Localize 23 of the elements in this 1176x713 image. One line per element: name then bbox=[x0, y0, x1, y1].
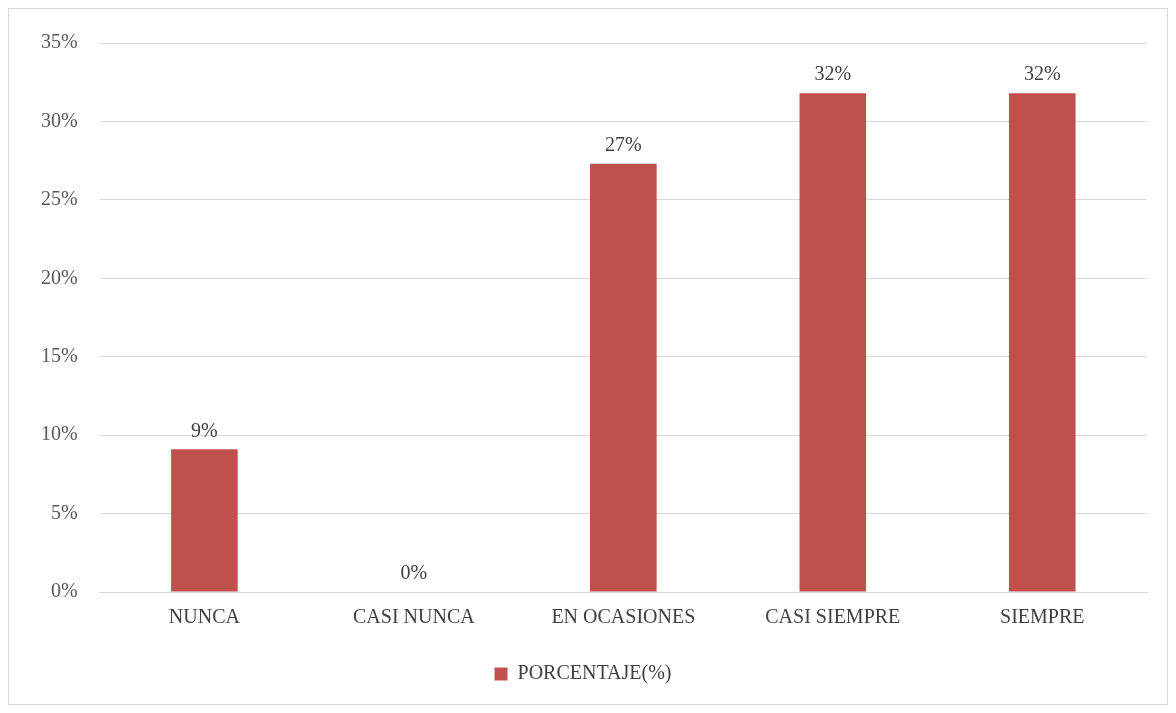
y-tick-label: 5% bbox=[50, 500, 78, 523]
x-tick-label: CASI NUNCA bbox=[353, 605, 476, 628]
y-tick-label: 20% bbox=[40, 265, 78, 288]
y-tick-label: 35% bbox=[40, 30, 78, 53]
y-tick-label: 25% bbox=[40, 187, 78, 210]
data-label: 27% bbox=[604, 133, 642, 156]
data-label: 9% bbox=[191, 418, 218, 441]
bar bbox=[171, 449, 238, 592]
data-label: 32% bbox=[814, 62, 852, 85]
y-tick-label: 30% bbox=[40, 108, 78, 131]
y-tick-label: 15% bbox=[40, 343, 78, 366]
data-label: 32% bbox=[1023, 62, 1061, 85]
x-tick-label: CASI SIEMPRE bbox=[765, 605, 901, 628]
bar bbox=[1008, 93, 1076, 592]
bar bbox=[590, 163, 657, 592]
legend-label: PORCENTAJE(%) bbox=[517, 661, 672, 685]
bar bbox=[799, 93, 867, 592]
x-tick-label: EN OCASIONES bbox=[551, 605, 696, 628]
x-tick-label: NUNCA bbox=[168, 605, 241, 628]
x-tick-label: SIEMPRE bbox=[1000, 605, 1085, 628]
y-tick-label: 10% bbox=[40, 422, 78, 445]
data-label: 0% bbox=[400, 561, 428, 584]
y-tick-label: 0% bbox=[50, 579, 78, 602]
